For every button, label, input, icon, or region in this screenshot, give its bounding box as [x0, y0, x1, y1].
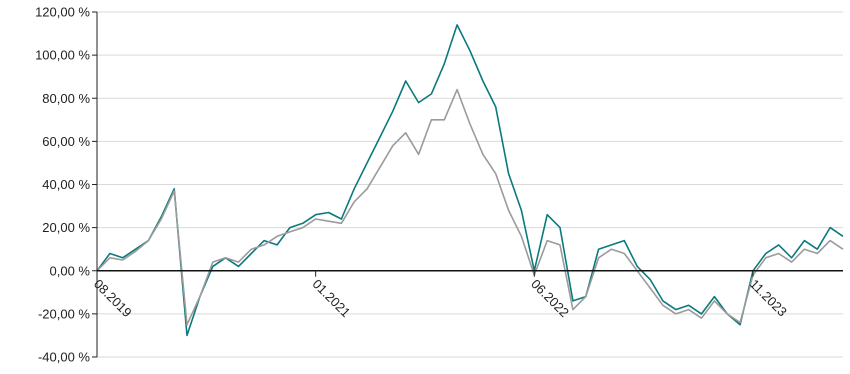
- y-tick-label: -20,00 %: [38, 306, 90, 321]
- y-tick-label: 40,00 %: [42, 177, 90, 192]
- x-tick-label: 11.2023: [747, 276, 790, 319]
- axes: [96, 12, 843, 357]
- y-axis-ticks: 120,00 % 100,00 % 80,00 % 60,00 % 40,00 % 20,…: [35, 5, 97, 365]
- series-line-1: [96, 24, 844, 337]
- y-tick-label: 20,00 %: [42, 220, 90, 235]
- y-tick-label: -40,00 %: [38, 350, 90, 365]
- y-tick-label: 100,00 %: [35, 48, 90, 63]
- y-tick-label: 120,00 %: [35, 5, 90, 20]
- y-tick-label: 80,00 %: [42, 91, 90, 106]
- y-tick-label: 0,00 %: [50, 263, 91, 278]
- series-line-2: [96, 88, 844, 326]
- x-axis-ticks: 08.2019 01.2021 06.2022 11.2023: [91, 270, 790, 320]
- gridlines: [97, 11, 843, 358]
- y-tick-label: 60,00 %: [42, 134, 90, 149]
- series-lines: [96, 24, 844, 337]
